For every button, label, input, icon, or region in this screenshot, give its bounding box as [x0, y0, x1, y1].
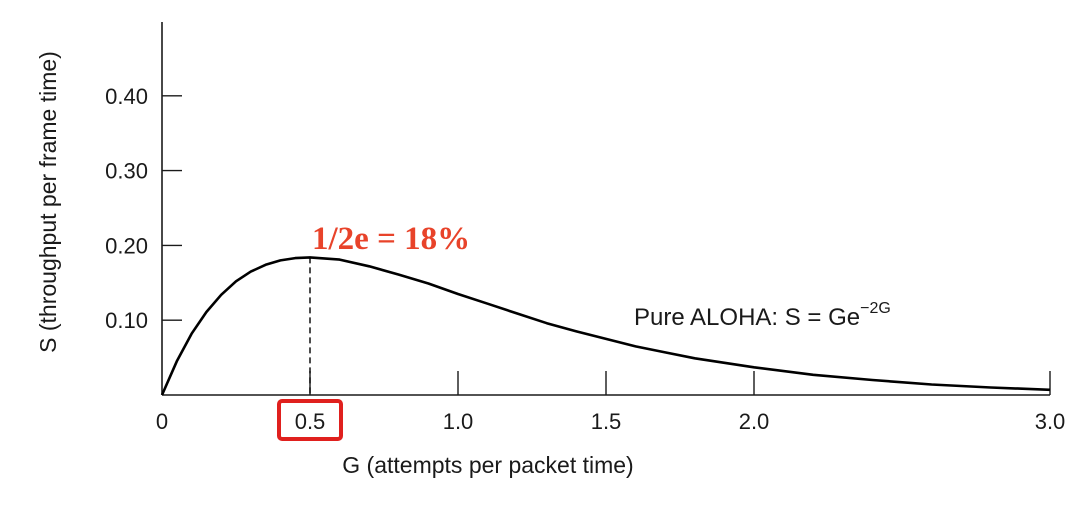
- peak-label: 1/2e = 18%: [312, 221, 470, 257]
- formula-superscript: −2G: [860, 300, 891, 317]
- x-tick-label: 2.0: [739, 409, 770, 434]
- x-tick-label: 0: [156, 409, 168, 434]
- x-tick-label: 1.0: [443, 409, 474, 434]
- y-tick-label: 0.30: [105, 159, 148, 184]
- y-tick-label: 0.40: [105, 84, 148, 109]
- x-ticks: 0 0.5 1.0 1.5 2.0 3.0: [156, 371, 1065, 434]
- formula-annotation: Pure ALOHA: S = Ge−2G: [634, 300, 891, 331]
- series-line-pure-aloha: [160, 256, 1051, 396]
- highlight-box: [277, 399, 343, 441]
- y-ticks: 0.10 0.20 0.30 0.40: [105, 84, 182, 333]
- x-axis-title: G (attempts per packet time): [342, 452, 633, 478]
- y-tick-label: 0.20: [105, 233, 148, 258]
- y-tick-label: 0.10: [105, 308, 148, 333]
- y-axis-title: S (throughput per frame time): [35, 51, 61, 353]
- x-tick-label: 0.5: [295, 409, 326, 434]
- x-tick-label: 1.5: [591, 409, 622, 434]
- x-tick-label: 3.0: [1035, 409, 1066, 434]
- formula-text: Pure ALOHA: S = Ge: [634, 304, 860, 331]
